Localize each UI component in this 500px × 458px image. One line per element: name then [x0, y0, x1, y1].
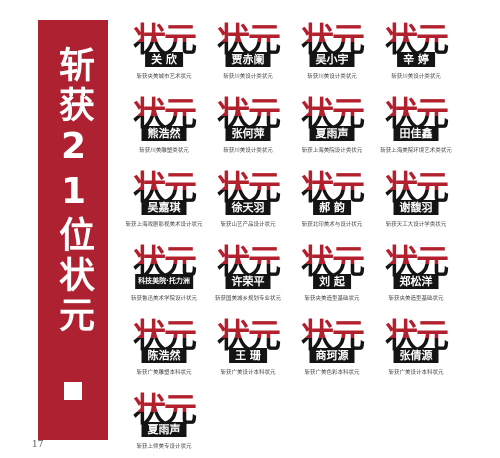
card-school-caption: 斩获广美色彩本科状元	[304, 370, 360, 376]
winner-card: 状元 贾赤阑斩获川美设计类状元	[206, 22, 290, 88]
winner-card: 状元关 欣斩获央美城市艺术状元	[122, 22, 206, 88]
winner-card: 状元 张倩源斩获广美设计本科状元	[374, 318, 458, 384]
card-title: 状元	[210, 318, 286, 354]
card-title: 状元	[210, 96, 286, 132]
card-name-tag: 科技美院·托力洲	[135, 274, 193, 289]
card-name-tag: 郝 韵	[313, 200, 351, 215]
card-title: 状元	[126, 244, 202, 280]
card-name-tag: 吴小宇	[309, 52, 355, 67]
winner-grid: 状元关 欣斩获央美城市艺术状元 状元 贾赤阑 斩获川美设计类状元 状元 吴小宇 斩获川美设计…	[122, 22, 462, 450]
card-title: 状元	[294, 318, 370, 354]
card-title: 状元	[126, 392, 202, 428]
card-name-tag: 郑松洋	[393, 274, 439, 289]
card-school-caption: 斩获川美设计类状元	[223, 148, 273, 154]
card-school-caption: 斩获上海戏剧影视美术设计状元	[125, 222, 203, 228]
card-name-tag: 夏雨声	[141, 422, 187, 437]
card-title: 状元	[210, 170, 286, 206]
card-name-tag: 张倩源	[393, 348, 439, 363]
card-name-tag: 夏雨声	[309, 126, 355, 141]
card-name-tag: 辛 婷	[397, 52, 435, 67]
winner-card: 状元 吴嘉琪斩获上海戏剧影视美术设计状元	[122, 170, 206, 236]
card-school-caption: 斩获央美造型基础状元	[388, 296, 444, 302]
card-title: 状元	[210, 244, 286, 280]
card-title: 状元	[126, 96, 202, 132]
banner-square-mark	[64, 382, 82, 400]
card-name-tag: 陈浩然	[141, 348, 187, 363]
card-school-caption: 斩获川美设计类状元	[307, 74, 357, 80]
card-school-caption: 斩获上海美院设计类状元	[301, 148, 363, 154]
card-school-caption: 斩获北印美术与设计状元	[301, 222, 363, 228]
card-school-caption: 斩获天工大设计学类状元	[385, 222, 447, 228]
card-name-tag: 张何萍	[225, 126, 271, 141]
card-title: 状元	[294, 170, 370, 206]
card-name-tag: 谢馥羽	[393, 200, 439, 215]
card-school-caption: 斩获上海美院环境艺术类状元	[380, 148, 452, 154]
winner-card: 状元 谢馥羽斩获天工大设计学类状元	[374, 170, 458, 236]
card-title: 状元	[378, 318, 454, 354]
card-school-caption: 斩获川美雕塑类状元	[139, 148, 189, 154]
card-title: 状元	[210, 22, 286, 58]
card-title: 状元	[378, 96, 454, 132]
winner-card: 状元 陈浩然斩获广美雕塑本科状元	[122, 318, 206, 384]
banner-title: 斩获21位状元	[53, 46, 94, 336]
winner-card: 状元 夏雨声斩获上海美院设计类状元	[290, 96, 374, 162]
winner-card: 状元 徐天羽斩获山艺产品设计状元	[206, 170, 290, 236]
card-school-caption: 斩获广美设计本科状元	[388, 370, 444, 376]
card-school-caption: 斩获川美设计类状元	[391, 74, 441, 80]
winner-card: 状元 张何萍斩获川美设计类状元	[206, 96, 290, 162]
card-title: 状元	[126, 170, 202, 206]
card-name-tag: 王 珊	[229, 348, 267, 363]
card-title: 状元	[378, 22, 454, 58]
page-number: 17	[32, 440, 44, 450]
card-school-caption: 斩获山艺产品设计状元	[220, 222, 276, 228]
winner-card: 状元 郑松洋斩获央美造型基础状元	[374, 244, 458, 310]
card-title: 状元	[294, 96, 370, 132]
card-title: 状元	[294, 244, 370, 280]
winner-card: 状元刘 起斩获央美造型基础状元	[290, 244, 374, 310]
card-name-tag: 田佳鑫	[393, 126, 439, 141]
winner-card: 状元 吴小宇斩获川美设计类状元	[290, 22, 374, 88]
card-school-caption: 斩获广美雕塑本科状元	[136, 370, 192, 376]
card-name-tag: 贾赤阑	[225, 52, 271, 67]
card-title: 状元	[378, 170, 454, 206]
card-name-tag: 商珂源	[309, 348, 355, 363]
card-school-caption: 斩获央美造型基础状元	[304, 296, 360, 302]
card-name-tag: 关 欣	[145, 52, 183, 67]
card-title: 状元	[294, 22, 370, 58]
card-school-caption: 斩获国美城乡规划专业状元	[214, 296, 281, 302]
card-school-caption: 斩获央美城市艺术状元	[136, 74, 192, 80]
winner-card: 状元郝 韵斩获北印美术与设计状元	[290, 170, 374, 236]
winner-card: 状元 田佳鑫斩获上海美院环境艺术类状元	[374, 96, 458, 162]
card-name-tag: 吴嘉琪	[141, 200, 187, 215]
card-title: 状元	[126, 318, 202, 354]
card-name-tag: 徐天羽	[225, 200, 271, 215]
winner-card: 状元 科技美院·托力洲斩获鲁迅美术学院设计状元	[122, 244, 206, 310]
card-school-caption: 斩获川美设计类状元	[223, 74, 273, 80]
card-school-caption: 斩获上师美专设计状元	[136, 444, 192, 450]
card-title: 状元	[126, 22, 202, 58]
title-banner: 斩获21位状元	[38, 20, 108, 440]
winner-card: 状元 许荣平斩获国美城乡规划专业状元	[206, 244, 290, 310]
card-name-tag: 刘 起	[313, 274, 351, 289]
card-name-tag: 熊浩然	[141, 126, 187, 141]
card-school-caption: 斩获鲁迅美术学院设计状元	[130, 296, 197, 302]
card-title: 状元	[378, 244, 454, 280]
card-school-caption: 斩获广美设计本科状元	[220, 370, 276, 376]
winner-card: 状元王 珊斩获广美设计本科状元	[206, 318, 290, 384]
winner-card: 状元 商珂源斩获广美色彩本科状元	[290, 318, 374, 384]
winner-card: 状元辛 婷斩获川美设计类状元	[374, 22, 458, 88]
winner-card: 状元 夏雨声斩获上师美专设计状元	[122, 392, 206, 458]
card-name-tag: 许荣平	[225, 274, 271, 289]
winner-card: 状元 熊浩然斩获川美雕塑类状元	[122, 96, 206, 162]
